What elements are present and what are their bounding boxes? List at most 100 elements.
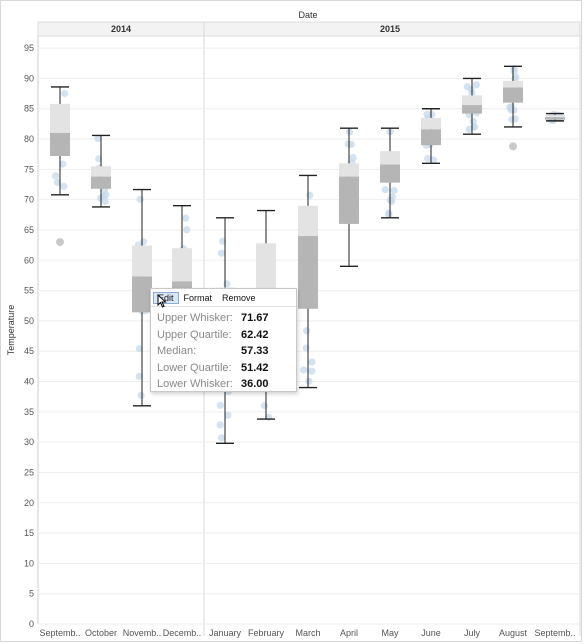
tooltip-value: 62.42: [241, 328, 269, 341]
data-point: [302, 327, 311, 335]
data-point: [305, 377, 313, 385]
tooltip-remove-button[interactable]: Remove: [222, 292, 256, 303]
data-point: [217, 434, 226, 442]
upper-box: [132, 245, 152, 277]
outlier-point: [56, 238, 64, 247]
tooltip-value: 71.67: [241, 312, 269, 325]
data-point: [385, 211, 393, 219]
y-tick-label: 70: [24, 195, 34, 205]
lower-box: [421, 129, 441, 146]
y-tick-label: 0: [29, 619, 34, 629]
y-tick-label: 35: [24, 407, 34, 417]
data-point: [51, 172, 60, 180]
x-tick-label: May: [381, 628, 399, 638]
lower-box: [462, 105, 482, 114]
lower-box: [503, 87, 523, 103]
data-point: [135, 345, 143, 353]
y-tick-label: 5: [29, 589, 34, 599]
lower-box: [298, 236, 318, 309]
upper-box: [545, 114, 565, 118]
tooltip-label: Upper Quartile:: [157, 328, 232, 341]
data-point: [183, 226, 191, 234]
box-10[interactable]: [462, 77, 482, 135]
y-tick-label: 95: [24, 43, 34, 53]
tooltip-row-upper-whisker: Upper Whisker: 71.67: [157, 310, 296, 327]
data-point: [300, 366, 308, 374]
data-point: [511, 73, 520, 81]
x-tick-label: Septemb..: [534, 628, 575, 638]
data-point: [94, 134, 102, 143]
y-tick-label: 40: [24, 377, 34, 387]
lower-box: [91, 176, 111, 189]
data-point: [60, 182, 68, 190]
upper-box: [91, 166, 111, 177]
data-point: [137, 391, 145, 400]
upper-box: [503, 80, 523, 88]
tooltip-row-median: Median: 57.33: [157, 343, 296, 360]
upper-box: [380, 151, 400, 165]
tooltip-row-lower-quartile: Lower Quartile: 51.42: [157, 360, 296, 377]
data-point: [59, 160, 67, 168]
tooltip-label: Upper Whisker:: [157, 312, 233, 325]
y-tick-label: 65: [24, 225, 34, 235]
data-point: [224, 411, 232, 419]
data-point: [345, 128, 354, 136]
data-point: [388, 193, 396, 201]
y-tick-label: 45: [24, 346, 34, 356]
tooltip-format-button[interactable]: Format: [183, 292, 213, 303]
x-tick-label: July: [464, 628, 481, 638]
data-point: [467, 85, 475, 94]
box-8[interactable]: [380, 127, 400, 219]
x-tick-label: August: [499, 628, 528, 638]
y-tick-label: 60: [24, 255, 34, 265]
data-point: [136, 195, 144, 203]
box-0[interactable]: [50, 86, 70, 196]
data-point: [306, 191, 314, 199]
y-tick-label: 90: [24, 73, 34, 83]
box-1[interactable]: [91, 134, 111, 208]
data-point: [223, 280, 231, 288]
upper-box: [298, 205, 318, 237]
y-tick-label: 25: [24, 467, 34, 477]
box-9[interactable]: [421, 108, 441, 164]
lower-box: [339, 176, 359, 224]
data-point: [424, 155, 432, 163]
data-point: [217, 249, 226, 257]
box-6[interactable]: [298, 174, 318, 389]
data-point: [302, 344, 310, 352]
box-2[interactable]: [132, 188, 152, 407]
x-tick-label: March: [295, 628, 320, 638]
lower-box: [380, 164, 400, 183]
x-tick-label: January: [209, 628, 242, 638]
data-point: [61, 89, 69, 98]
data-point: [390, 186, 398, 195]
data-point: [308, 358, 316, 366]
data-point: [507, 103, 515, 111]
box-12[interactable]: [545, 112, 565, 122]
data-point: [472, 81, 481, 89]
outlier-point: [509, 142, 517, 151]
data-point: [381, 186, 389, 194]
data-point: [219, 237, 227, 245]
data-point: [308, 367, 316, 375]
y-tick-label: 75: [24, 164, 34, 174]
box-7[interactable]: [339, 127, 359, 268]
tooltip-label: Median:: [157, 345, 197, 358]
tooltip-rows: Upper Whisker: 71.67 Upper Quartile: 62.…: [151, 307, 296, 393]
box-11[interactable]: [503, 65, 523, 128]
date-header-label: Date: [298, 10, 317, 20]
y-tick-label: 50: [24, 316, 34, 326]
year-header-2015: 2015: [380, 24, 400, 34]
data-point: [53, 178, 62, 186]
y-tick-label: 30: [24, 437, 34, 447]
data-point: [216, 421, 224, 429]
y-tick-label: 15: [24, 528, 34, 538]
tooltip-value: 51.42: [241, 361, 269, 374]
data-point: [260, 402, 269, 410]
x-tick-label: April: [340, 628, 358, 638]
data-point: [429, 156, 438, 164]
mouse-pointer-icon: [157, 294, 167, 308]
y-tick-label: 20: [24, 498, 34, 508]
y-tick-label: 10: [24, 558, 34, 568]
